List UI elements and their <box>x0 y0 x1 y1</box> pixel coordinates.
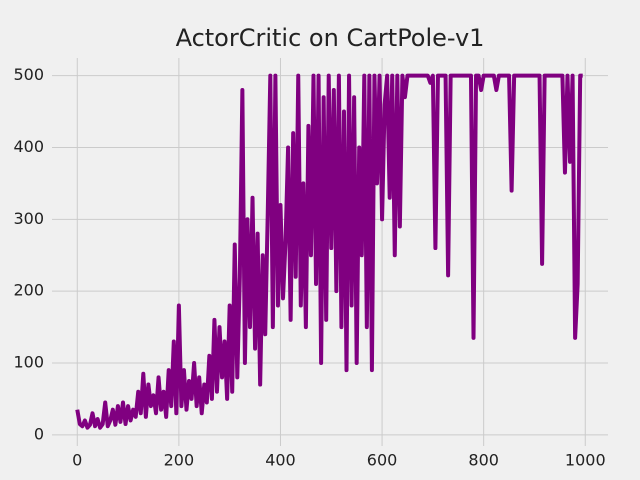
x-tick-label: 200 <box>164 451 195 470</box>
y-tick-label: 500 <box>13 65 44 84</box>
x-tick-label: 0 <box>72 451 82 470</box>
x-tick-label: 800 <box>468 451 499 470</box>
y-tick-label: 300 <box>13 209 44 228</box>
y-tick-label: 200 <box>13 281 44 300</box>
x-tick-label: 400 <box>265 451 296 470</box>
y-tick-label: 400 <box>13 137 44 156</box>
chart-title: ActorCritic on CartPole-v1 <box>176 24 485 52</box>
y-tick-label: 0 <box>34 424 44 443</box>
data-line <box>75 73 583 430</box>
y-tick-label: 100 <box>13 352 44 371</box>
x-tick-label: 1000 <box>565 451 606 470</box>
x-tick-label: 600 <box>367 451 398 470</box>
